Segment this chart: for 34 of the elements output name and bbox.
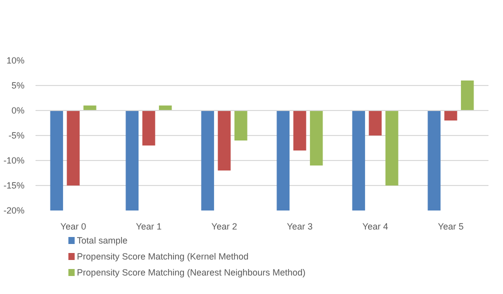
bar	[368, 110, 382, 136]
bar	[428, 110, 441, 210]
y-tick-label: -5%	[8, 130, 25, 140]
bar	[444, 110, 458, 120]
bar	[142, 110, 156, 146]
y-tick-label: 5%	[11, 80, 25, 90]
y-tick-label: -20%	[3, 206, 25, 216]
x-tick-label: Year 0	[60, 222, 86, 232]
bar	[352, 110, 366, 210]
bar	[218, 110, 231, 170]
bar	[83, 106, 96, 110]
x-tick-label: Year 3	[286, 222, 313, 232]
x-tick-label: Year 5	[438, 222, 464, 232]
legend-label: Propensity Score Matching (Nearest Neighbours Method)	[76, 268, 306, 278]
bar	[234, 110, 248, 140]
bar	[385, 110, 398, 186]
y-tick-label: -10%	[3, 156, 25, 166]
bar	[50, 110, 64, 210]
y-tick-label: 0%	[11, 106, 25, 116]
bar	[310, 110, 323, 166]
legend-label: Propensity Score Matching (Kernel Method	[76, 252, 249, 262]
bar	[276, 110, 290, 210]
bar	[460, 80, 474, 110]
bar	[66, 110, 80, 186]
bar	[201, 110, 214, 210]
bar	[126, 110, 139, 210]
x-tick-label: Year 2	[211, 222, 238, 232]
x-tick-label: Year 4	[362, 222, 388, 232]
y-tick-label: 10%	[6, 56, 24, 66]
legend-label: Total sample	[76, 236, 128, 246]
bar	[293, 110, 306, 150]
bar	[158, 106, 172, 110]
x-tick-label: Year 1	[136, 222, 162, 232]
y-tick-label: -15%	[3, 180, 25, 190]
